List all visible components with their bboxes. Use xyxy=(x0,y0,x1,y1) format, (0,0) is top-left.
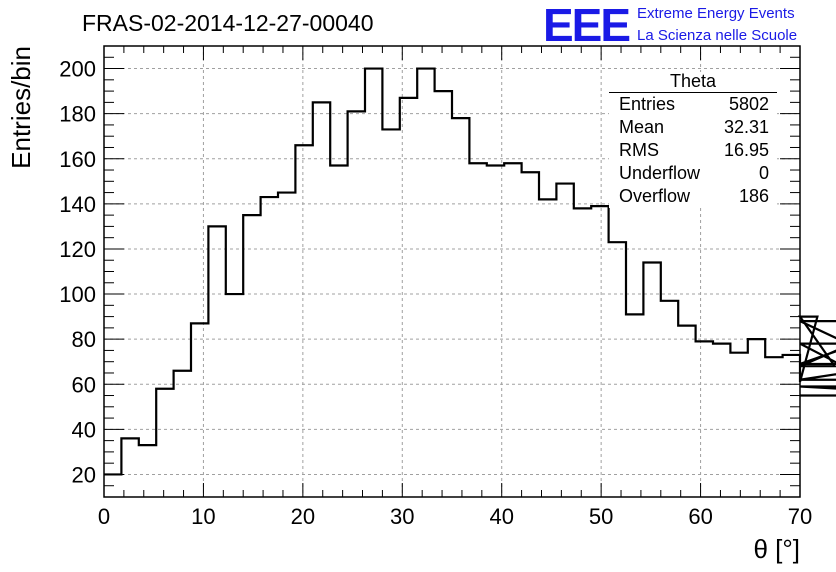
histogram-bin xyxy=(226,294,243,497)
histogram-bin xyxy=(382,129,399,497)
histogram-bin xyxy=(156,389,173,497)
histogram-bin xyxy=(522,172,539,497)
y-tick-label: 60 xyxy=(72,372,96,397)
x-tick-label: 20 xyxy=(291,504,315,529)
histogram-bin xyxy=(121,438,138,497)
histogram-bin xyxy=(365,69,382,497)
histogram-bin xyxy=(504,163,521,497)
x-tick-label: 10 xyxy=(191,504,215,529)
stats-value: 16.95 xyxy=(723,140,769,160)
histogram-bin xyxy=(626,314,643,497)
histogram-bin xyxy=(295,145,312,497)
y-tick-label: 160 xyxy=(59,147,96,172)
histogram-bin xyxy=(174,371,191,497)
histogram-bin xyxy=(487,166,504,497)
stats-row-underflow: Underflow 0 xyxy=(609,162,777,185)
histogram-bin xyxy=(765,357,782,497)
y-tick-label: 80 xyxy=(72,327,96,352)
logo-line-1: Extreme Energy Events xyxy=(637,5,795,22)
stats-label: Underflow xyxy=(619,163,701,183)
logo-line-2: La Scienza nelle Scuole xyxy=(637,27,798,44)
histogram-bin xyxy=(348,111,365,497)
histogram-bin xyxy=(591,206,608,497)
histogram-bin xyxy=(678,326,695,497)
histogram-bin xyxy=(330,166,347,497)
y-tick-label: 20 xyxy=(72,462,96,487)
x-tick-label: 60 xyxy=(688,504,712,529)
histogram-bin xyxy=(748,339,765,497)
y-tick-label: 40 xyxy=(72,417,96,442)
eee-logo: EEE xyxy=(543,0,631,51)
histogram-bin xyxy=(783,355,800,497)
x-tick-label: 0 xyxy=(98,504,110,529)
histogram-bin xyxy=(313,102,330,497)
stats-label: Mean xyxy=(619,117,665,137)
stats-label: Entries xyxy=(619,94,676,114)
histogram-bin xyxy=(191,323,208,497)
chart-title: FRAS-02-2014-12-27-00040 xyxy=(82,10,374,36)
y-axis-label: Entries/bin xyxy=(6,46,36,169)
histogram-bin xyxy=(261,197,278,497)
stats-row-overflow: Overflow 186 xyxy=(609,185,777,208)
x-tick-label: 50 xyxy=(589,504,613,529)
histogram-bin xyxy=(713,344,730,497)
histogram-bin xyxy=(556,184,573,497)
stats-label: Overflow xyxy=(619,186,691,206)
histogram-bin xyxy=(208,226,225,497)
y-tick-label: 180 xyxy=(59,102,96,127)
stats-value: 186 xyxy=(738,186,769,206)
histogram-bin xyxy=(609,242,626,497)
histogram-series xyxy=(104,67,836,476)
y-tick-label: 120 xyxy=(59,237,96,262)
x-tick-label: 70 xyxy=(788,504,812,529)
histogram-bin xyxy=(400,98,417,497)
stats-row-entries: Entries 5802 xyxy=(609,93,777,116)
stats-value: 32.31 xyxy=(723,117,769,137)
histogram-bin xyxy=(139,445,156,497)
histogram-bin xyxy=(696,341,713,497)
y-tick-label: 140 xyxy=(59,192,96,217)
y-tick-label: 200 xyxy=(59,57,96,82)
histogram-bin xyxy=(417,69,434,497)
x-axis-label: θ [°] xyxy=(753,534,800,564)
histogram-bin xyxy=(730,353,747,497)
histogram-bin xyxy=(452,118,469,497)
stats-row-mean: Mean 32.31 xyxy=(609,116,777,139)
histogram-bin xyxy=(435,91,452,497)
histogram-bin xyxy=(643,262,660,497)
y-tick-label: 100 xyxy=(59,282,96,307)
histogram-bin xyxy=(469,163,486,497)
histogram-bin xyxy=(539,199,556,497)
histogram-bin xyxy=(661,301,678,497)
histogram-bin xyxy=(243,215,260,497)
stats-value: 5802 xyxy=(728,94,769,114)
stats-box: Theta Entries 5802 Mean 32.31 RMS 16.95 … xyxy=(609,72,777,208)
stats-value: 0 xyxy=(758,163,769,183)
stats-label: RMS xyxy=(619,140,659,160)
stats-row-rms: RMS 16.95 xyxy=(609,139,777,162)
histogram-bin xyxy=(574,208,591,497)
x-tick-label: 30 xyxy=(390,504,414,529)
x-tick-label: 40 xyxy=(489,504,513,529)
histogram-bin xyxy=(278,193,295,497)
stats-title: Theta xyxy=(609,72,777,93)
